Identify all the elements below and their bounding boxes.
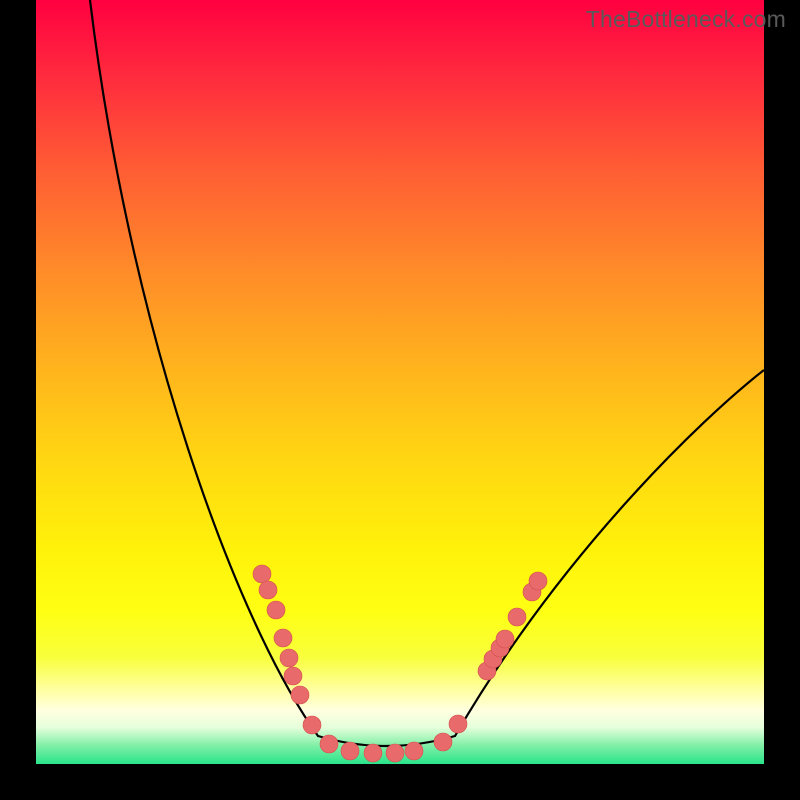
marker-point xyxy=(386,744,404,762)
marker-point xyxy=(291,686,309,704)
marker-point xyxy=(341,742,359,760)
marker-point xyxy=(496,630,514,648)
marker-point xyxy=(303,716,321,734)
marker-point xyxy=(508,608,526,626)
plot-background xyxy=(36,0,764,764)
marker-point xyxy=(434,733,452,751)
marker-point xyxy=(280,649,298,667)
marker-point xyxy=(529,572,547,590)
marker-point xyxy=(364,744,382,762)
marker-point xyxy=(284,667,302,685)
marker-point xyxy=(320,735,338,753)
marker-point xyxy=(405,742,423,760)
marker-point xyxy=(259,581,277,599)
marker-point xyxy=(267,601,285,619)
chart-svg xyxy=(0,0,800,800)
marker-point xyxy=(274,629,292,647)
marker-point xyxy=(449,715,467,733)
marker-point xyxy=(253,565,271,583)
chart-container: TheBottleneck.com xyxy=(0,0,800,800)
